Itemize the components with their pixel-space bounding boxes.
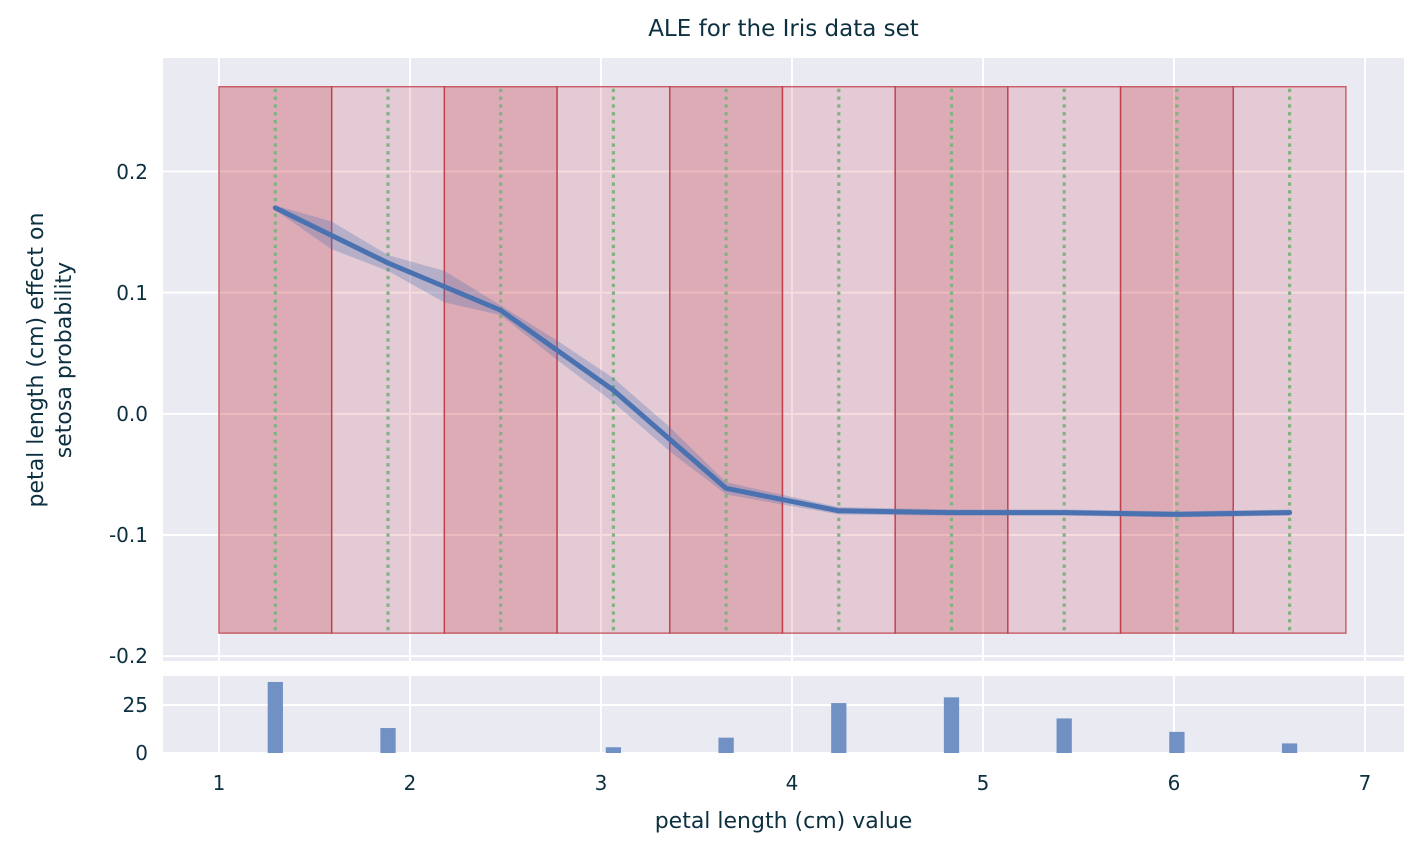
x-tick-label: 7 (1358, 771, 1372, 795)
x-tick-label: 1 (212, 771, 226, 795)
hist-y-tick-label: 25 (122, 692, 148, 717)
y-axis-label-line2: setosa probability (52, 261, 77, 459)
hist-y-tick-label: 0 (135, 741, 148, 765)
histogram-bar (1056, 718, 1072, 753)
main-plot (163, 58, 1404, 661)
histogram-bar (718, 737, 734, 753)
histogram-bar (605, 747, 622, 753)
x-tick-label: 4 (785, 771, 799, 795)
chart-title: ALE for the Iris data set (648, 16, 919, 42)
y-axis-label-line1: petal length (cm) effect on (24, 212, 49, 508)
x-tick-label: 6 (1167, 771, 1181, 795)
y-tick-label: -0.2 (108, 644, 148, 669)
histogram-bar (831, 703, 847, 753)
x-axis-label: petal length (cm) value (654, 809, 913, 834)
y-tick-label: -0.1 (108, 522, 148, 547)
histogram-bar (1281, 743, 1298, 753)
histogram-canvas (163, 676, 1404, 753)
y-tick-label: 0.1 (116, 280, 148, 305)
histogram-bar (1169, 731, 1185, 753)
main-plot-canvas (163, 58, 1404, 661)
y-tick-label: 0.2 (116, 159, 148, 184)
y-tick-label: 0.0 (116, 401, 148, 426)
x-tick-label: 2 (403, 771, 417, 795)
histogram-bar (267, 681, 283, 753)
histogram-bar (943, 697, 960, 753)
x-tick-label: 3 (594, 771, 608, 795)
y-axis-label: petal length (cm) effect on setosa proba… (23, 40, 81, 680)
histogram-plot (163, 676, 1404, 753)
histogram-bar (380, 728, 396, 753)
x-tick-label: 5 (976, 771, 990, 795)
ale-line (272, 205, 1293, 517)
